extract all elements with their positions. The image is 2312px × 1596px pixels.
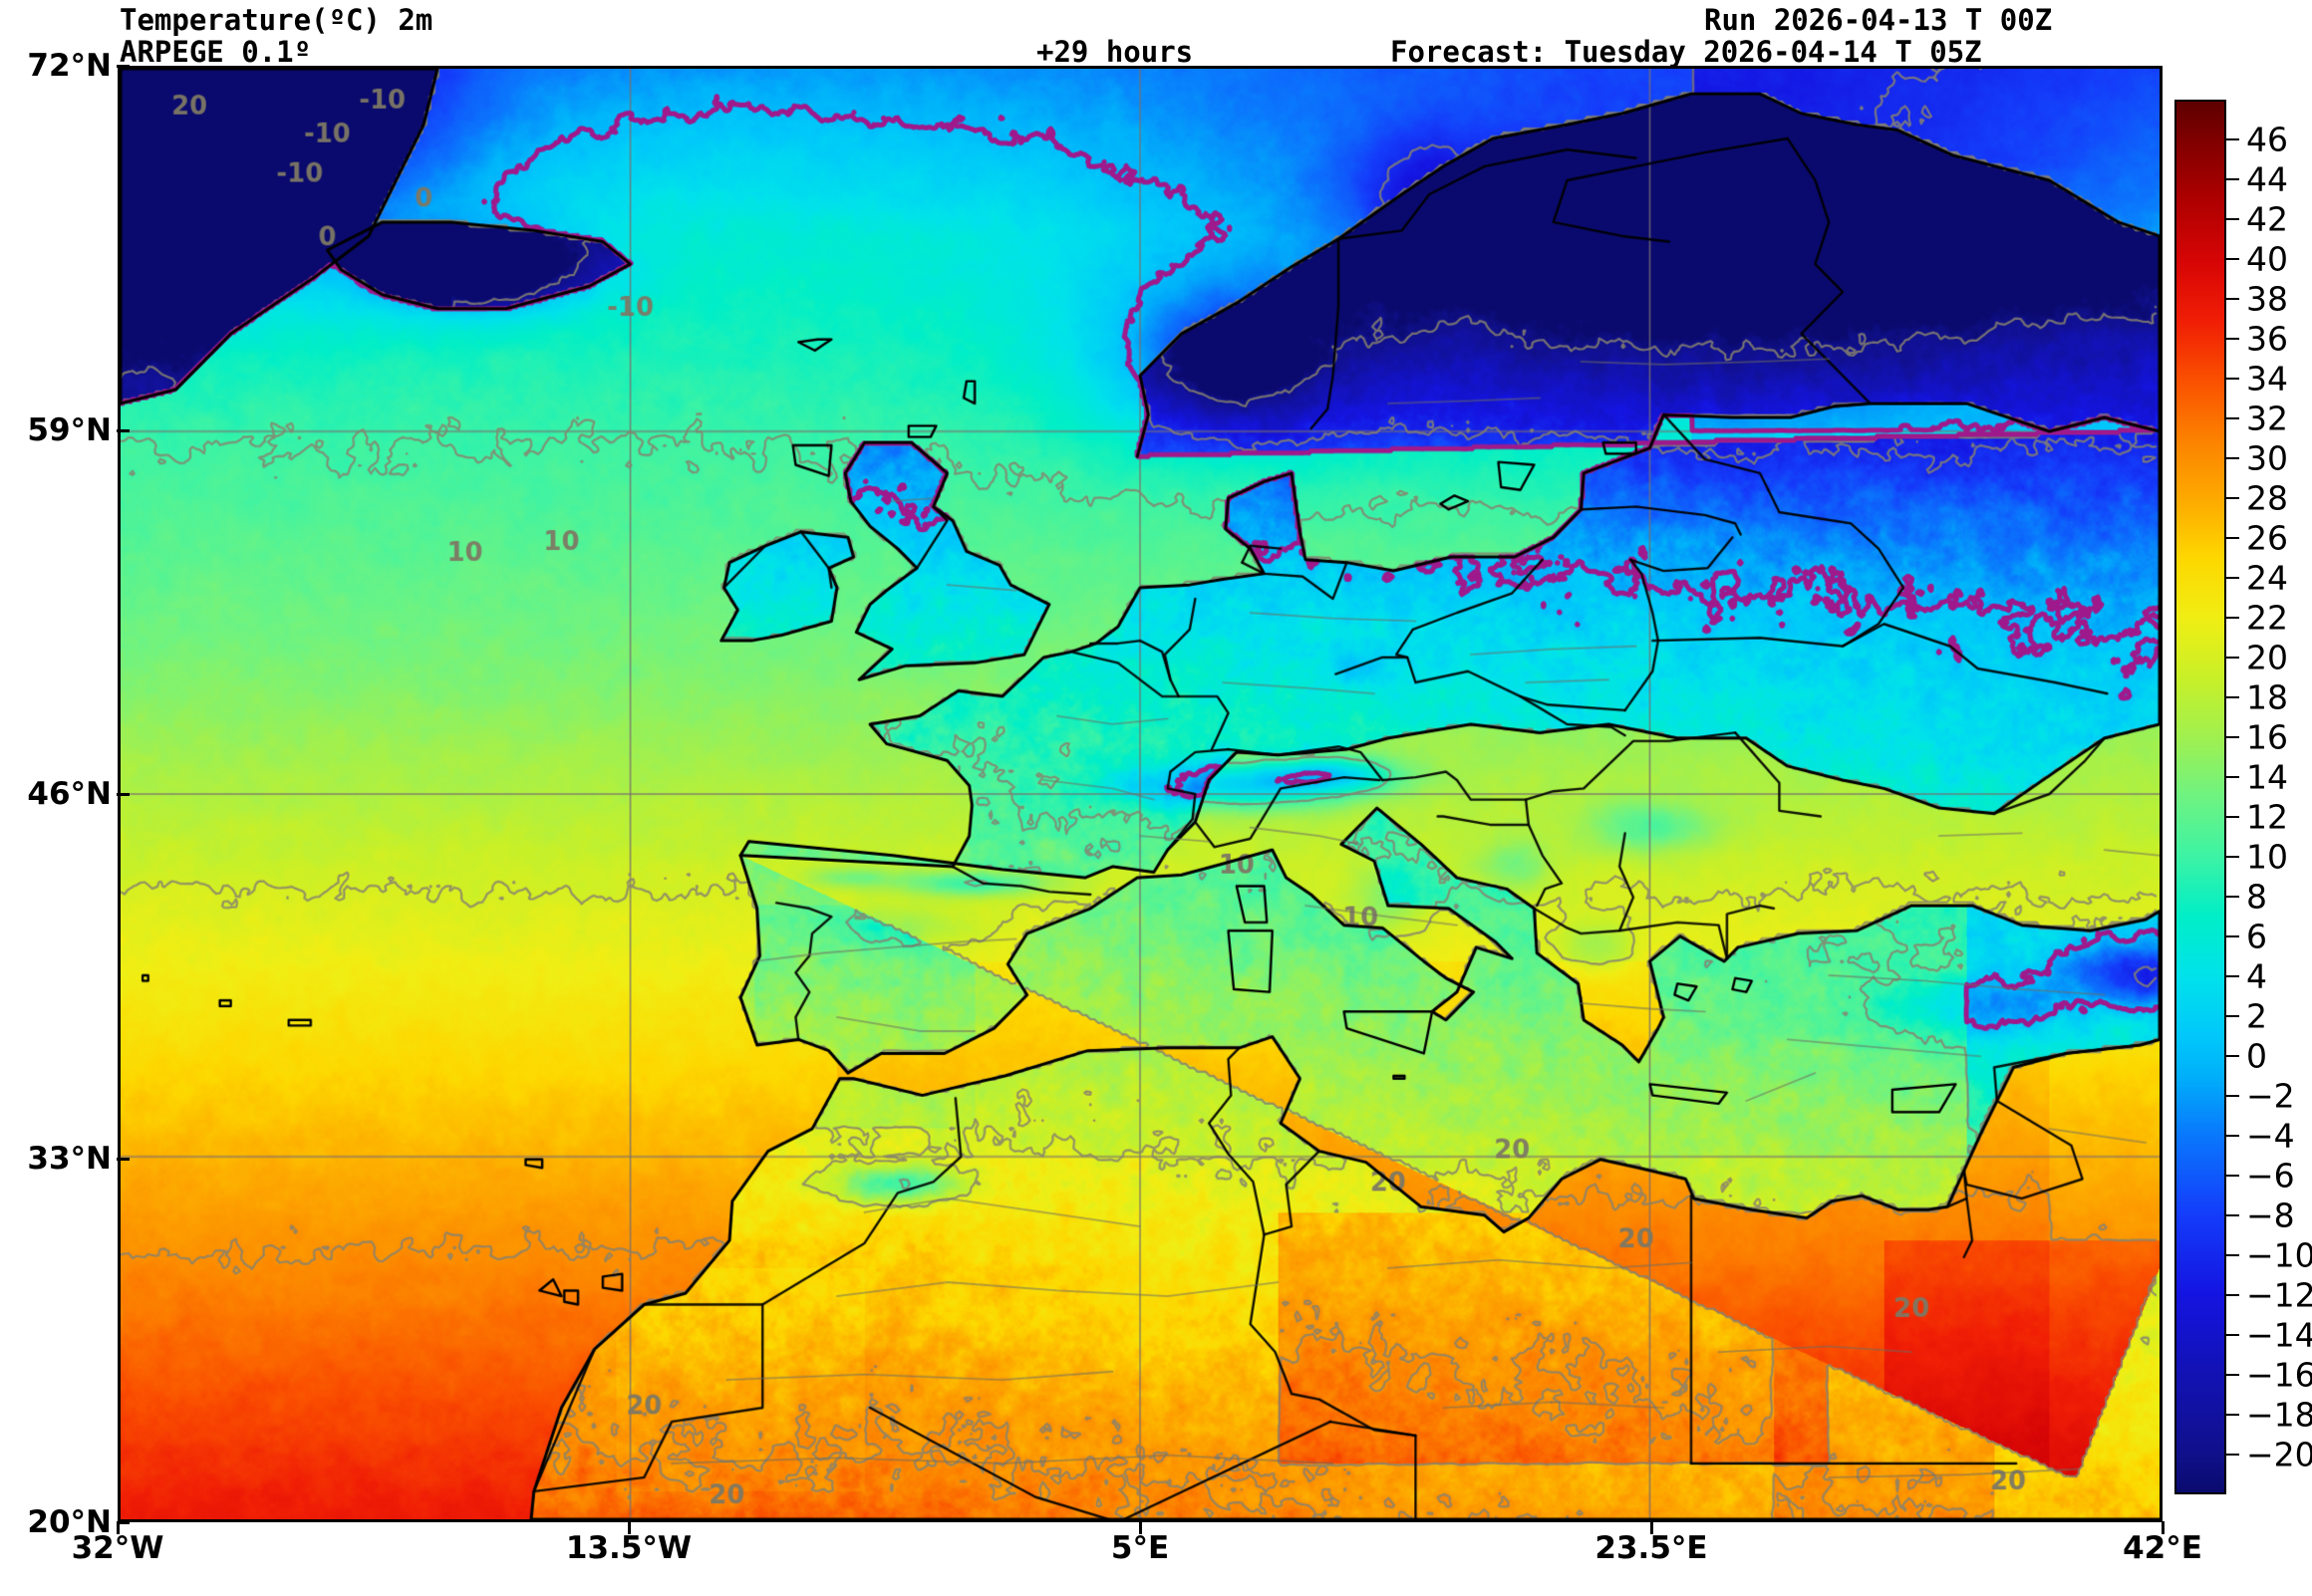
colorbar-tick [2226, 298, 2239, 300]
colorbar-tick [2226, 1175, 2239, 1177]
lead-time-label: +29 hours [1036, 35, 1194, 69]
colorbar-tick-label: −4 [2246, 1116, 2295, 1156]
colorbar-tick-label: −16 [2246, 1355, 2312, 1395]
colorbar-tick [2226, 776, 2239, 778]
colorbar-gradient [2174, 100, 2226, 1494]
colorbar-tick-label: 44 [2246, 159, 2288, 199]
model-name-label: ARPEGE 0.1º [120, 35, 312, 69]
colorbar-tick-label: 22 [2246, 598, 2288, 638]
colorbar-tick [2226, 1294, 2239, 1296]
longitude-tick-label: 5°E [1110, 1530, 1170, 1566]
colorbar-tick [2226, 1214, 2239, 1216]
colorbar-tick-label: −8 [2246, 1196, 2295, 1235]
colorbar-tick [2226, 1374, 2239, 1376]
latitude-tick-mark [117, 65, 130, 68]
colorbar-tick-label: 40 [2246, 239, 2288, 279]
colorbar-tick-label: 2 [2246, 996, 2267, 1036]
longitude-tick-mark [1139, 1521, 1142, 1534]
colorbar-tick [2226, 1414, 2239, 1416]
colorbar-tick [2226, 1055, 2239, 1057]
colorbar-tick [2226, 736, 2239, 738]
colorbar-tick-label: 24 [2246, 558, 2288, 598]
temperature-colorbar: 46 44 42 40 38 36 34 32 30 28 26 24 22 20 18 16 14 12 10 8 6… [2174, 100, 2312, 1494]
colorbar-tick-label: 26 [2246, 518, 2288, 558]
colorbar-tick-label: −18 [2246, 1395, 2312, 1435]
colorbar-tick-label: −10 [2246, 1235, 2312, 1275]
temperature-field-canvas [121, 69, 2160, 1519]
longitude-tick-label: 32°W [71, 1530, 164, 1566]
longitude-tick-label: 23.5°E [1594, 1530, 1708, 1566]
colorbar-tick-label: 14 [2246, 757, 2288, 797]
colorbar-tick [2226, 1454, 2239, 1456]
colorbar-tick [2226, 696, 2239, 698]
colorbar-tick [2226, 338, 2239, 340]
forecast-time-label: Forecast: Tuesday 2026-04-14 T 05Z [1390, 35, 1982, 69]
latitude-tick-label: 20°N [27, 1504, 112, 1540]
colorbar-tick-label: −20 [2246, 1435, 2312, 1474]
latitude-tick-label: 59°N [27, 411, 112, 448]
colorbar-tick [2226, 138, 2239, 140]
colorbar-tick [2226, 1015, 2239, 1017]
colorbar-tick [2226, 856, 2239, 858]
colorbar-tick [2226, 896, 2239, 898]
colorbar-tick-label: 18 [2246, 677, 2288, 717]
colorbar-tick-label: 20 [2246, 638, 2288, 677]
plot-title: Temperature(ºC) 2m [120, 3, 434, 37]
colorbar-tick-label: 4 [2246, 956, 2267, 996]
colorbar-tick-label: 32 [2246, 399, 2288, 438]
colorbar-tick [2226, 497, 2239, 499]
colorbar-tick-label: 30 [2246, 438, 2288, 478]
latitude-tick-mark [117, 793, 130, 796]
colorbar-tick-label: 36 [2246, 319, 2288, 359]
map-plot-area[interactable] [118, 66, 2163, 1522]
colorbar-tick [2226, 178, 2239, 180]
colorbar-tick [2226, 1334, 2239, 1336]
latitude-tick-mark [117, 428, 130, 432]
colorbar-tick [2226, 1135, 2239, 1137]
colorbar-tick [2226, 935, 2239, 937]
colorbar-tick-label: 16 [2246, 717, 2288, 757]
latitude-tick-label: 72°N [27, 48, 112, 84]
header-bar: Temperature(ºC) 2m ARPEGE 0.1º +29 hours… [0, 0, 2312, 69]
run-time-label: Run 2026-04-13 T 00Z [1704, 3, 2053, 37]
colorbar-tick-label: 10 [2246, 837, 2288, 877]
longitude-tick-mark [1650, 1521, 1653, 1534]
colorbar-tick-label: −14 [2246, 1315, 2312, 1355]
colorbar-tick-label: 0 [2246, 1036, 2267, 1076]
colorbar-tick [2226, 657, 2239, 659]
colorbar-tick [2226, 1254, 2239, 1256]
colorbar-tick [2226, 417, 2239, 419]
latitude-tick-label: 33°N [27, 1140, 112, 1177]
longitude-tick-mark [117, 1521, 120, 1534]
colorbar-tick [2226, 975, 2239, 977]
colorbar-tick [2226, 378, 2239, 380]
latitude-tick-label: 46°N [27, 776, 112, 812]
colorbar-tick-label: 28 [2246, 478, 2288, 518]
colorbar-tick-label: 34 [2246, 359, 2288, 399]
colorbar-tick-label: −6 [2246, 1156, 2295, 1196]
colorbar-tick-label: −12 [2246, 1275, 2312, 1315]
colorbar-tick [2226, 577, 2239, 579]
colorbar-tick [2226, 1095, 2239, 1097]
colorbar-tick-label: 12 [2246, 797, 2288, 837]
colorbar-tick [2226, 218, 2239, 220]
colorbar-tick-label: 38 [2246, 279, 2288, 319]
longitude-tick-label: 13.5°W [565, 1530, 693, 1566]
colorbar-tick-label: −2 [2246, 1076, 2295, 1116]
colorbar-tick [2226, 617, 2239, 619]
longitude-tick-mark [2162, 1521, 2165, 1534]
latitude-tick-mark [117, 1521, 130, 1524]
longitude-tick-label: 42°E [2123, 1530, 2202, 1566]
colorbar-tick [2226, 258, 2239, 260]
colorbar-tick-label: 8 [2246, 877, 2267, 917]
longitude-tick-mark [628, 1521, 631, 1534]
latitude-tick-mark [117, 1157, 130, 1161]
colorbar-tick-label: 6 [2246, 917, 2267, 956]
colorbar-tick [2226, 816, 2239, 818]
colorbar-tick-label: 42 [2246, 199, 2288, 239]
colorbar-tick-label: 46 [2246, 120, 2288, 159]
colorbar-tick [2226, 537, 2239, 539]
colorbar-tick [2226, 457, 2239, 459]
